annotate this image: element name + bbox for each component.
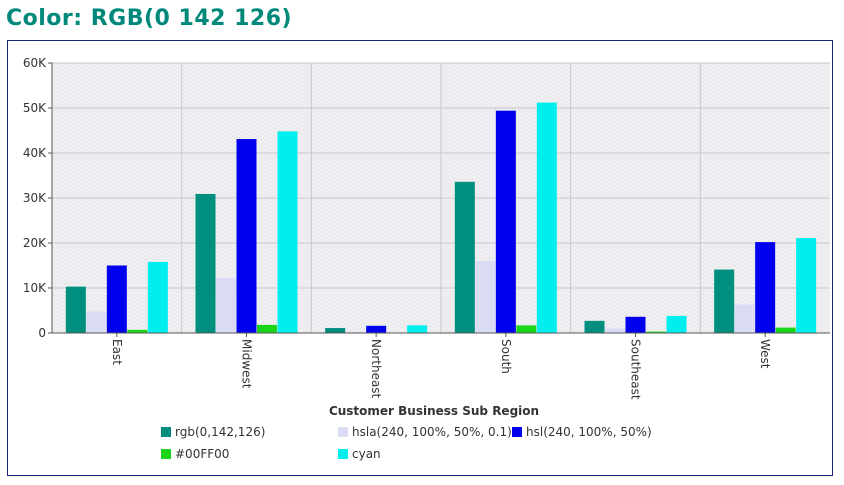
x-tick-label: West bbox=[758, 339, 772, 369]
bar[interactable]: Southeast — cyan: 3800 bbox=[666, 315, 687, 333]
x-tick-label: East bbox=[110, 339, 124, 365]
y-tick-label: 30K bbox=[23, 191, 47, 205]
bar[interactable]: South — hsla(240, 100%, 50%, 0.1): 16000 bbox=[475, 261, 496, 333]
bar[interactable]: South — #00FF00: 1700 bbox=[516, 325, 537, 333]
bar[interactable]: West — hsl(240, 100%, 50%): 20200 bbox=[755, 242, 776, 333]
legend-label: rgb(0,142,126) bbox=[175, 425, 265, 439]
bar[interactable]: Midwest — #00FF00: 1800 bbox=[257, 324, 277, 333]
bar[interactable]: West — cyan: 21100 bbox=[796, 238, 817, 333]
chart-frame: East — rgb(0,142,126): 10300East — hsla(… bbox=[7, 40, 833, 476]
bar[interactable]: Midwest — cyan: 44800 bbox=[277, 131, 298, 333]
bar[interactable]: South — hsl(240, 100%, 50%): 49400 bbox=[495, 110, 516, 333]
bar[interactable]: East — rgb(0,142,126): 10300 bbox=[65, 286, 86, 333]
x-tick-label: Northeast bbox=[369, 339, 383, 399]
y-tick-label: 0 bbox=[38, 326, 46, 340]
legend-label: hsla(240, 100%, 50%, 0.1) bbox=[352, 425, 512, 439]
bar-chart: East — rgb(0,142,126): 10300East — hsla(… bbox=[23, 56, 830, 461]
bar[interactable]: East — hsl(240, 100%, 50%): 15000 bbox=[106, 265, 127, 334]
y-tick-label: 50K bbox=[23, 101, 47, 115]
y-tick-label: 20K bbox=[23, 236, 47, 250]
legend-swatch bbox=[161, 427, 171, 437]
x-tick-label: South bbox=[499, 339, 513, 374]
bar[interactable]: Midwest — rgb(0,142,126): 30900 bbox=[195, 193, 216, 333]
legend-label: hsl(240, 100%, 50%) bbox=[526, 425, 652, 439]
legend-swatch bbox=[338, 427, 348, 437]
bar[interactable]: South — rgb(0,142,126): 33600 bbox=[454, 181, 475, 333]
bar[interactable]: Southeast — hsl(240, 100%, 50%): 3600 bbox=[625, 316, 646, 333]
legend-label: cyan bbox=[352, 447, 381, 461]
y-tick-label: 10K bbox=[23, 281, 47, 295]
bar[interactable]: West — hsla(240, 100%, 50%, 0.1): 6300 bbox=[734, 304, 755, 333]
x-tick-label: Southeast bbox=[629, 339, 643, 400]
legend-label: #00FF00 bbox=[175, 447, 229, 461]
bar[interactable]: Northeast — hsl(240, 100%, 50%): 1600 bbox=[366, 325, 387, 333]
bar[interactable]: Midwest — hsla(240, 100%, 50%, 0.1): 123… bbox=[216, 277, 236, 333]
bar[interactable]: South — cyan: 51200 bbox=[536, 102, 557, 333]
bar[interactable]: Midwest — hsl(240, 100%, 50%): 43100 bbox=[236, 139, 257, 333]
bar[interactable]: Southeast — #00FF00: 300 bbox=[646, 331, 666, 333]
y-tick-label: 40K bbox=[23, 146, 47, 160]
bar[interactable]: West — rgb(0,142,126): 14100 bbox=[714, 269, 735, 333]
bar[interactable]: Northeast — rgb(0,142,126): 1100 bbox=[325, 328, 346, 333]
legend-swatch bbox=[161, 449, 171, 459]
bar[interactable]: Southeast — rgb(0,142,126): 2700 bbox=[584, 320, 605, 333]
x-axis-title: Customer Business Sub Region bbox=[329, 404, 539, 418]
bar[interactable]: East — cyan: 15800 bbox=[147, 261, 168, 333]
x-tick-label: Midwest bbox=[240, 339, 254, 389]
legend-swatch bbox=[512, 427, 522, 437]
bar[interactable]: West — #00FF00: 1200 bbox=[775, 327, 796, 333]
y-tick-label: 60K bbox=[23, 56, 47, 70]
page-title: Color: RGB(0 142 126) bbox=[6, 6, 293, 31]
bar[interactable]: East — hsla(240, 100%, 50%, 0.1): 4800 bbox=[86, 311, 107, 333]
bar[interactable]: Northeast — cyan: 1700 bbox=[407, 325, 428, 333]
bar[interactable]: Southeast — hsla(240, 100%, 50%, 0.1): 1… bbox=[605, 328, 625, 334]
legend-swatch bbox=[338, 449, 348, 459]
bar[interactable]: East — #00FF00: 700 bbox=[127, 329, 148, 333]
